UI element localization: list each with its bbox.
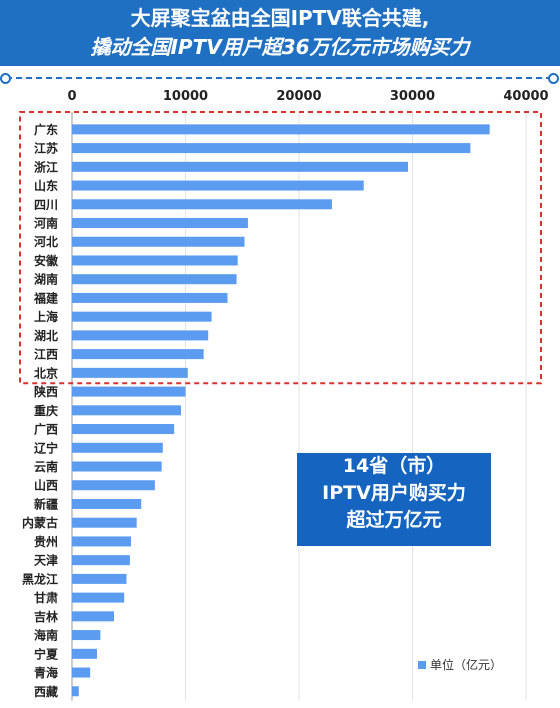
bar <box>72 255 238 266</box>
category-label: 陕西 <box>34 384 58 399</box>
category-label: 广西 <box>34 422 58 437</box>
category-label: 福建 <box>33 290 59 305</box>
category-label: 吉林 <box>34 609 58 624</box>
category-label: 青海 <box>34 665 58 680</box>
category-label: 天津 <box>34 553 58 568</box>
category-label: 海南 <box>34 628 58 643</box>
bar <box>72 536 132 547</box>
bar <box>72 180 364 191</box>
bar <box>72 218 248 229</box>
bar <box>72 442 163 453</box>
x-tick-label: 40000 <box>503 89 548 104</box>
bar <box>72 498 142 509</box>
legend: 单位（亿元） <box>418 656 502 673</box>
title-line-2: 撬动全国IPTV用户超36万亿元市场购买力 <box>90 35 470 59</box>
category-label: 河南 <box>33 216 58 231</box>
bar <box>72 367 188 378</box>
category-label: 山西 <box>34 478 58 493</box>
bar <box>72 330 209 341</box>
category-label: 湖北 <box>34 328 58 343</box>
bar <box>72 124 490 135</box>
category-label: 辽宁 <box>34 440 58 455</box>
bar <box>72 405 181 416</box>
bar <box>72 199 332 210</box>
bar <box>72 630 101 641</box>
bar <box>72 349 204 360</box>
bar <box>72 573 127 584</box>
category-label: 安徽 <box>34 253 59 268</box>
category-label: 西藏 <box>34 684 58 699</box>
title-banner: 大屏聚宝盆由全国IPTV联合共建, 撬动全国IPTV用户超36万亿元市场购买力 <box>0 0 560 66</box>
category-label: 北京 <box>34 365 58 380</box>
bar <box>72 611 114 622</box>
bar <box>72 667 91 678</box>
bar <box>72 161 408 172</box>
callout-box: 14省（市） IPTV用户购买力 超过万亿元 <box>297 453 491 546</box>
category-label: 浙江 <box>34 159 58 174</box>
category-label: 云南 <box>34 459 58 474</box>
category-label: 江苏 <box>34 141 58 156</box>
bar <box>72 386 186 397</box>
x-tick-label: 0 <box>67 89 76 104</box>
x-axis-ticks: 0 10000 20000 30000 40000 <box>67 89 548 104</box>
category-label: 湖南 <box>34 272 58 287</box>
category-label: 内蒙古 <box>22 515 58 530</box>
category-label: 广东 <box>34 122 58 137</box>
x-tick-label: 30000 <box>390 89 435 104</box>
category-label: 河北 <box>33 234 58 249</box>
chart-bars <box>72 124 490 697</box>
bar <box>72 461 162 472</box>
category-label: 宁夏 <box>34 646 59 661</box>
callout-line-2: IPTV用户购买力 <box>322 482 466 504</box>
category-label: 甘肃 <box>34 590 58 605</box>
bar <box>72 424 175 435</box>
category-labels: 广东江苏浙江山东四川河南河北安徽湖南福建上海湖北江西北京陕西重庆广西辽宁云南山西… <box>22 122 59 699</box>
bar <box>72 292 228 303</box>
bar <box>72 555 130 566</box>
legend-label: 单位（亿元） <box>430 658 503 672</box>
title-line-1: 大屏聚宝盆由全国IPTV联合共建, <box>130 6 430 30</box>
divider-left-dot <box>0 73 11 84</box>
category-label: 贵州 <box>34 534 58 549</box>
bar <box>72 274 237 285</box>
bar <box>72 143 471 154</box>
x-tick-label: 20000 <box>276 89 321 104</box>
divider-right-dot <box>548 73 559 84</box>
bar <box>72 592 125 603</box>
callout-line-1: 14省（市） <box>342 455 446 477</box>
dashed-divider <box>6 77 552 79</box>
legend-swatch <box>418 660 426 669</box>
x-tick-label: 10000 <box>163 89 208 104</box>
category-label: 江西 <box>34 347 58 362</box>
bar <box>72 517 137 528</box>
bar <box>72 311 212 322</box>
category-label: 四川 <box>34 198 58 212</box>
category-label: 新疆 <box>34 496 58 511</box>
category-label: 山东 <box>34 178 58 193</box>
callout-line-3: 超过万亿元 <box>346 509 442 531</box>
category-label: 重庆 <box>34 403 58 418</box>
bar <box>72 686 79 697</box>
category-label: 上海 <box>34 309 58 324</box>
category-label: 黑龙江 <box>22 571 58 586</box>
bar <box>72 480 155 491</box>
bar <box>72 236 245 247</box>
bar <box>72 648 97 659</box>
